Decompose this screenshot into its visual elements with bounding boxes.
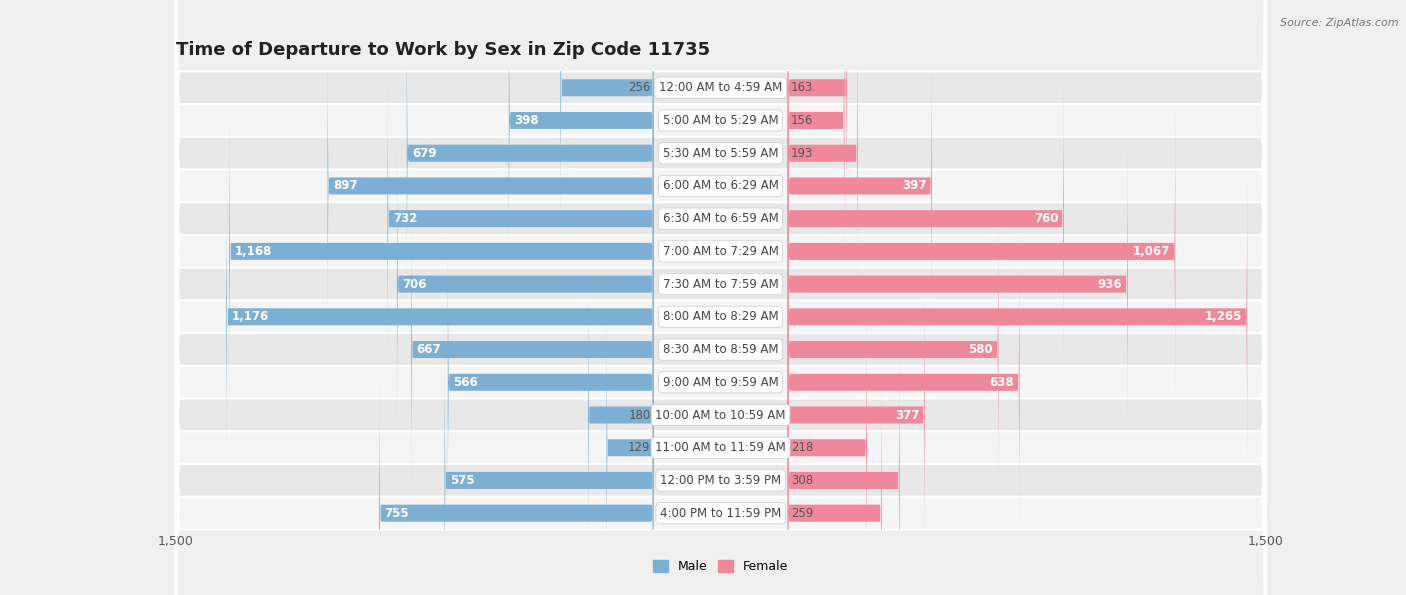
FancyBboxPatch shape bbox=[176, 104, 1265, 595]
FancyBboxPatch shape bbox=[787, 293, 868, 595]
FancyBboxPatch shape bbox=[787, 0, 858, 308]
Text: 1,265: 1,265 bbox=[1205, 311, 1241, 323]
FancyBboxPatch shape bbox=[176, 0, 1265, 399]
FancyBboxPatch shape bbox=[176, 6, 1265, 595]
FancyBboxPatch shape bbox=[388, 64, 654, 374]
FancyBboxPatch shape bbox=[447, 227, 654, 537]
FancyBboxPatch shape bbox=[787, 31, 932, 341]
Text: 12:00 AM to 4:59 AM: 12:00 AM to 4:59 AM bbox=[659, 82, 782, 94]
Text: 897: 897 bbox=[333, 180, 357, 192]
FancyBboxPatch shape bbox=[176, 0, 1265, 431]
FancyBboxPatch shape bbox=[787, 358, 882, 595]
Text: Time of Departure to Work by Sex in Zip Code 11735: Time of Departure to Work by Sex in Zip … bbox=[176, 40, 710, 59]
Text: 9:00 AM to 9:59 AM: 9:00 AM to 9:59 AM bbox=[662, 376, 779, 389]
FancyBboxPatch shape bbox=[229, 96, 654, 406]
Text: 755: 755 bbox=[385, 507, 409, 519]
Text: 1,067: 1,067 bbox=[1133, 245, 1170, 258]
FancyBboxPatch shape bbox=[328, 31, 654, 341]
Text: 575: 575 bbox=[450, 474, 475, 487]
FancyBboxPatch shape bbox=[444, 325, 654, 595]
FancyBboxPatch shape bbox=[176, 0, 1265, 464]
FancyBboxPatch shape bbox=[176, 0, 1265, 497]
FancyBboxPatch shape bbox=[411, 195, 654, 505]
FancyBboxPatch shape bbox=[787, 96, 1175, 406]
Text: 5:00 AM to 5:29 AM: 5:00 AM to 5:29 AM bbox=[662, 114, 779, 127]
FancyBboxPatch shape bbox=[176, 39, 1265, 595]
FancyBboxPatch shape bbox=[406, 0, 654, 308]
FancyBboxPatch shape bbox=[396, 129, 654, 439]
FancyBboxPatch shape bbox=[226, 162, 654, 472]
Text: 1,168: 1,168 bbox=[235, 245, 271, 258]
Legend: Male, Female: Male, Female bbox=[648, 555, 793, 578]
FancyBboxPatch shape bbox=[176, 170, 1265, 595]
FancyBboxPatch shape bbox=[176, 137, 1265, 595]
Text: 5:30 AM to 5:59 AM: 5:30 AM to 5:59 AM bbox=[662, 147, 779, 159]
Text: 180: 180 bbox=[628, 409, 651, 421]
FancyBboxPatch shape bbox=[787, 0, 846, 243]
Text: 580: 580 bbox=[969, 343, 993, 356]
Text: 667: 667 bbox=[416, 343, 441, 356]
Text: 8:30 AM to 8:59 AM: 8:30 AM to 8:59 AM bbox=[662, 343, 779, 356]
FancyBboxPatch shape bbox=[176, 0, 1265, 595]
Text: 163: 163 bbox=[790, 82, 813, 94]
Text: 156: 156 bbox=[790, 114, 813, 127]
Text: 706: 706 bbox=[402, 278, 427, 290]
FancyBboxPatch shape bbox=[606, 293, 654, 595]
Text: 8:00 AM to 8:29 AM: 8:00 AM to 8:29 AM bbox=[662, 311, 779, 323]
FancyBboxPatch shape bbox=[588, 260, 654, 570]
Text: 7:30 AM to 7:59 AM: 7:30 AM to 7:59 AM bbox=[662, 278, 779, 290]
Text: 566: 566 bbox=[453, 376, 478, 389]
FancyBboxPatch shape bbox=[176, 202, 1265, 595]
Text: 377: 377 bbox=[894, 409, 920, 421]
Text: 12:00 PM to 3:59 PM: 12:00 PM to 3:59 PM bbox=[659, 474, 782, 487]
Text: 6:30 AM to 6:59 AM: 6:30 AM to 6:59 AM bbox=[662, 212, 779, 225]
FancyBboxPatch shape bbox=[561, 0, 654, 243]
Text: 6:00 AM to 6:29 AM: 6:00 AM to 6:29 AM bbox=[662, 180, 779, 192]
Text: 760: 760 bbox=[1033, 212, 1059, 225]
FancyBboxPatch shape bbox=[176, 71, 1265, 595]
Text: 638: 638 bbox=[990, 376, 1014, 389]
Text: 397: 397 bbox=[903, 180, 927, 192]
Text: 193: 193 bbox=[790, 147, 813, 159]
Text: 732: 732 bbox=[392, 212, 418, 225]
FancyBboxPatch shape bbox=[787, 195, 998, 505]
Text: Source: ZipAtlas.com: Source: ZipAtlas.com bbox=[1281, 18, 1399, 28]
Text: 129: 129 bbox=[628, 441, 651, 454]
Text: 1,176: 1,176 bbox=[232, 311, 269, 323]
Text: 936: 936 bbox=[1098, 278, 1122, 290]
FancyBboxPatch shape bbox=[380, 358, 654, 595]
Text: 308: 308 bbox=[790, 474, 813, 487]
Text: 256: 256 bbox=[628, 82, 651, 94]
Text: 398: 398 bbox=[515, 114, 538, 127]
FancyBboxPatch shape bbox=[787, 325, 900, 595]
Text: 7:00 AM to 7:29 AM: 7:00 AM to 7:29 AM bbox=[662, 245, 779, 258]
Text: 218: 218 bbox=[790, 441, 813, 454]
Text: 679: 679 bbox=[412, 147, 437, 159]
Text: 10:00 AM to 10:59 AM: 10:00 AM to 10:59 AM bbox=[655, 409, 786, 421]
FancyBboxPatch shape bbox=[176, 0, 1265, 562]
Text: 11:00 AM to 11:59 AM: 11:00 AM to 11:59 AM bbox=[655, 441, 786, 454]
FancyBboxPatch shape bbox=[509, 0, 654, 275]
FancyBboxPatch shape bbox=[787, 227, 1019, 537]
FancyBboxPatch shape bbox=[787, 260, 925, 570]
FancyBboxPatch shape bbox=[787, 129, 1128, 439]
FancyBboxPatch shape bbox=[787, 64, 1064, 374]
Text: 259: 259 bbox=[790, 507, 813, 519]
FancyBboxPatch shape bbox=[176, 0, 1265, 530]
FancyBboxPatch shape bbox=[787, 162, 1247, 472]
FancyBboxPatch shape bbox=[787, 0, 845, 275]
Text: 4:00 PM to 11:59 PM: 4:00 PM to 11:59 PM bbox=[659, 507, 782, 519]
